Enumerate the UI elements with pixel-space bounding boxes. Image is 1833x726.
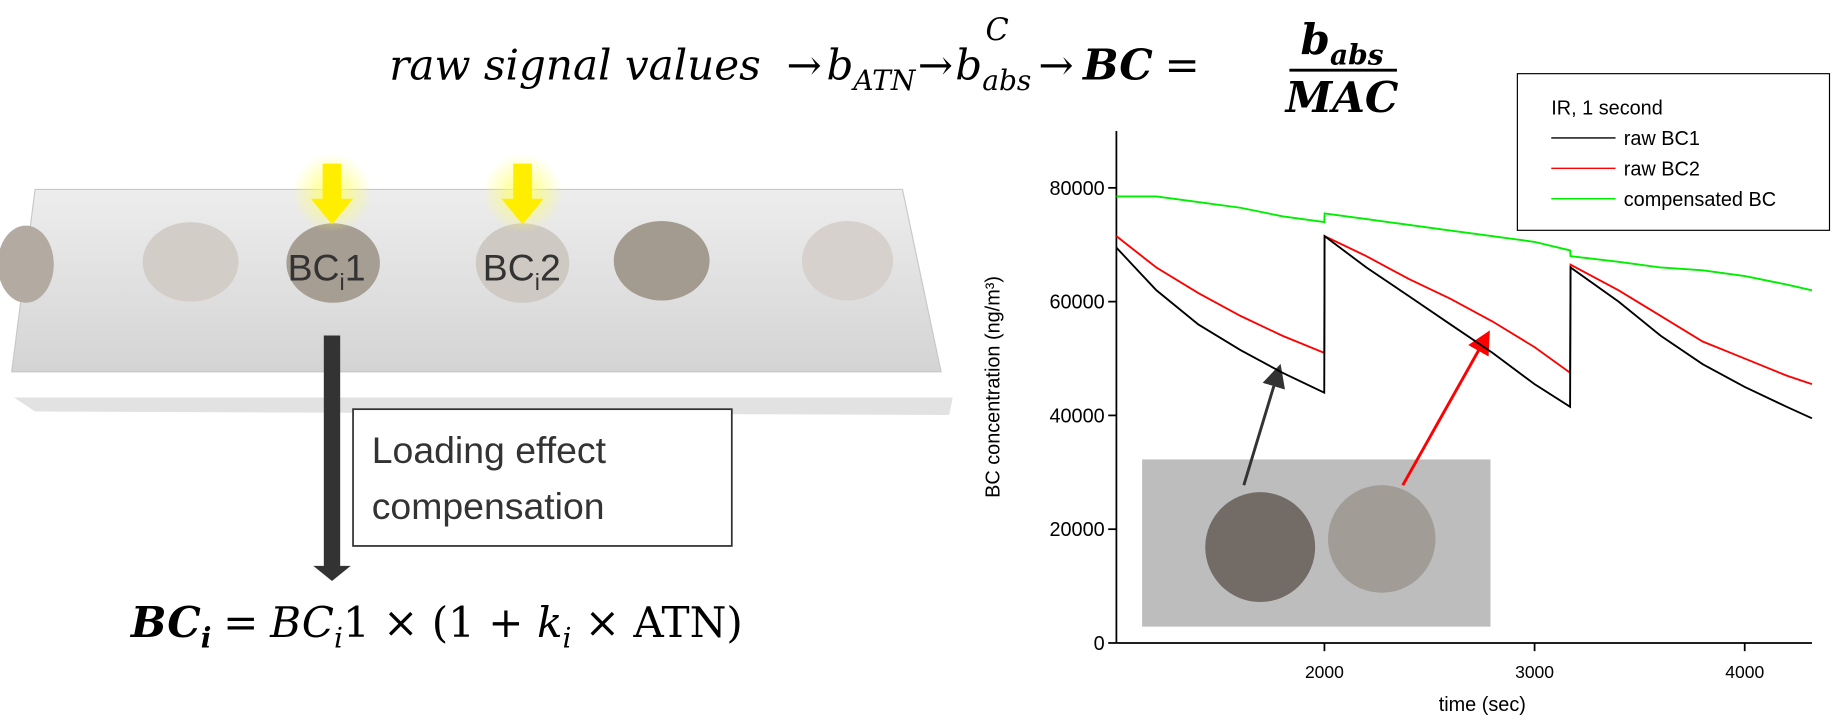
pointer-arrow xyxy=(1242,363,1285,486)
inset-spot xyxy=(1205,492,1316,603)
label-sub: i xyxy=(535,269,540,295)
eq-arrow: → xyxy=(1038,41,1073,90)
eq-sub: ATN xyxy=(850,64,916,97)
label-text: BC xyxy=(288,247,340,289)
label-text: BC xyxy=(483,247,535,289)
y-tick-label: 40000 xyxy=(1049,405,1104,427)
legend-label: raw BC2 xyxy=(1624,158,1700,180)
eq-numerator: babs xyxy=(1301,14,1384,72)
eq-text: 1 × (1 + xyxy=(343,598,537,647)
light-arrow xyxy=(310,163,354,225)
label-text: 1 xyxy=(345,247,366,289)
spot xyxy=(286,223,380,303)
box-text: Loading effect xyxy=(372,429,607,471)
spot xyxy=(613,220,710,301)
eq-text: BC xyxy=(269,598,334,647)
eq-text: k xyxy=(537,598,562,647)
flow-arrow xyxy=(313,335,351,582)
eq-text: b xyxy=(1301,14,1330,64)
legend-box xyxy=(1516,73,1831,231)
eq-text: BC xyxy=(1082,40,1153,90)
equation-top: raw signal values → bATN→babs → BC = xyxy=(389,40,1199,98)
data-line xyxy=(1115,234,1813,420)
spot-label: BCi1 xyxy=(288,247,366,295)
eq-sub: abs xyxy=(982,64,1031,97)
x-axis-label: time (sec) xyxy=(1439,694,1526,716)
chart: IR, 1 second time (sec) BC concentration… xyxy=(982,73,1831,716)
x-tick-label: 4000 xyxy=(1725,662,1764,682)
eq-arrow: → xyxy=(918,41,953,90)
eq-sub: i xyxy=(201,622,212,655)
x-tick-label: 2000 xyxy=(1305,662,1344,682)
spot xyxy=(475,223,570,303)
inset-photo xyxy=(1142,459,1491,627)
inset-spot xyxy=(1327,485,1436,593)
eq-text: b xyxy=(955,41,982,90)
eq-text: = xyxy=(223,598,258,647)
light-arrow xyxy=(501,163,544,225)
spot-label: BCi2 xyxy=(483,247,561,295)
compensation-box xyxy=(352,408,733,547)
legend-label: compensated BC xyxy=(1624,189,1776,211)
eq-arrow: → xyxy=(787,41,822,90)
y-tick-label: 0 xyxy=(1094,633,1105,655)
label-text: 2 xyxy=(540,247,561,289)
equation-bottom: BCi = BCi1 × (1 + ki × ATN) xyxy=(130,597,743,655)
filter-strip xyxy=(11,188,942,373)
data-line xyxy=(1116,195,1813,292)
eq-sub: abs xyxy=(1330,38,1384,71)
eq-denominator: MAC xyxy=(1284,72,1399,122)
y-tick-label: 60000 xyxy=(1049,292,1104,314)
eq-sub: i xyxy=(562,622,571,655)
y-tick-label: 20000 xyxy=(1049,519,1104,541)
y-tick-label: 80000 xyxy=(1049,178,1104,200)
eq-text: BC xyxy=(130,597,201,647)
spot xyxy=(0,225,54,303)
box-text: compensation xyxy=(372,485,605,527)
pointer-arrow xyxy=(1401,330,1490,486)
label-sub: i xyxy=(340,269,345,295)
data-line xyxy=(1115,234,1813,386)
x-tick-label: 3000 xyxy=(1515,662,1554,682)
legend-title: IR, 1 second xyxy=(1551,98,1663,120)
eq-text: b xyxy=(826,41,853,90)
eq-text: × ATN) xyxy=(571,598,742,647)
eq-text: raw signal values xyxy=(389,41,761,90)
spot xyxy=(801,220,894,301)
eq-text: = xyxy=(1164,41,1199,90)
legend-label: raw BC1 xyxy=(1624,128,1700,150)
spot xyxy=(142,222,239,302)
eq-sub: i xyxy=(334,622,343,655)
eq-arrow-label: C xyxy=(985,13,1008,48)
y-axis-label: BC concentration (ng/m³) xyxy=(982,276,1004,498)
